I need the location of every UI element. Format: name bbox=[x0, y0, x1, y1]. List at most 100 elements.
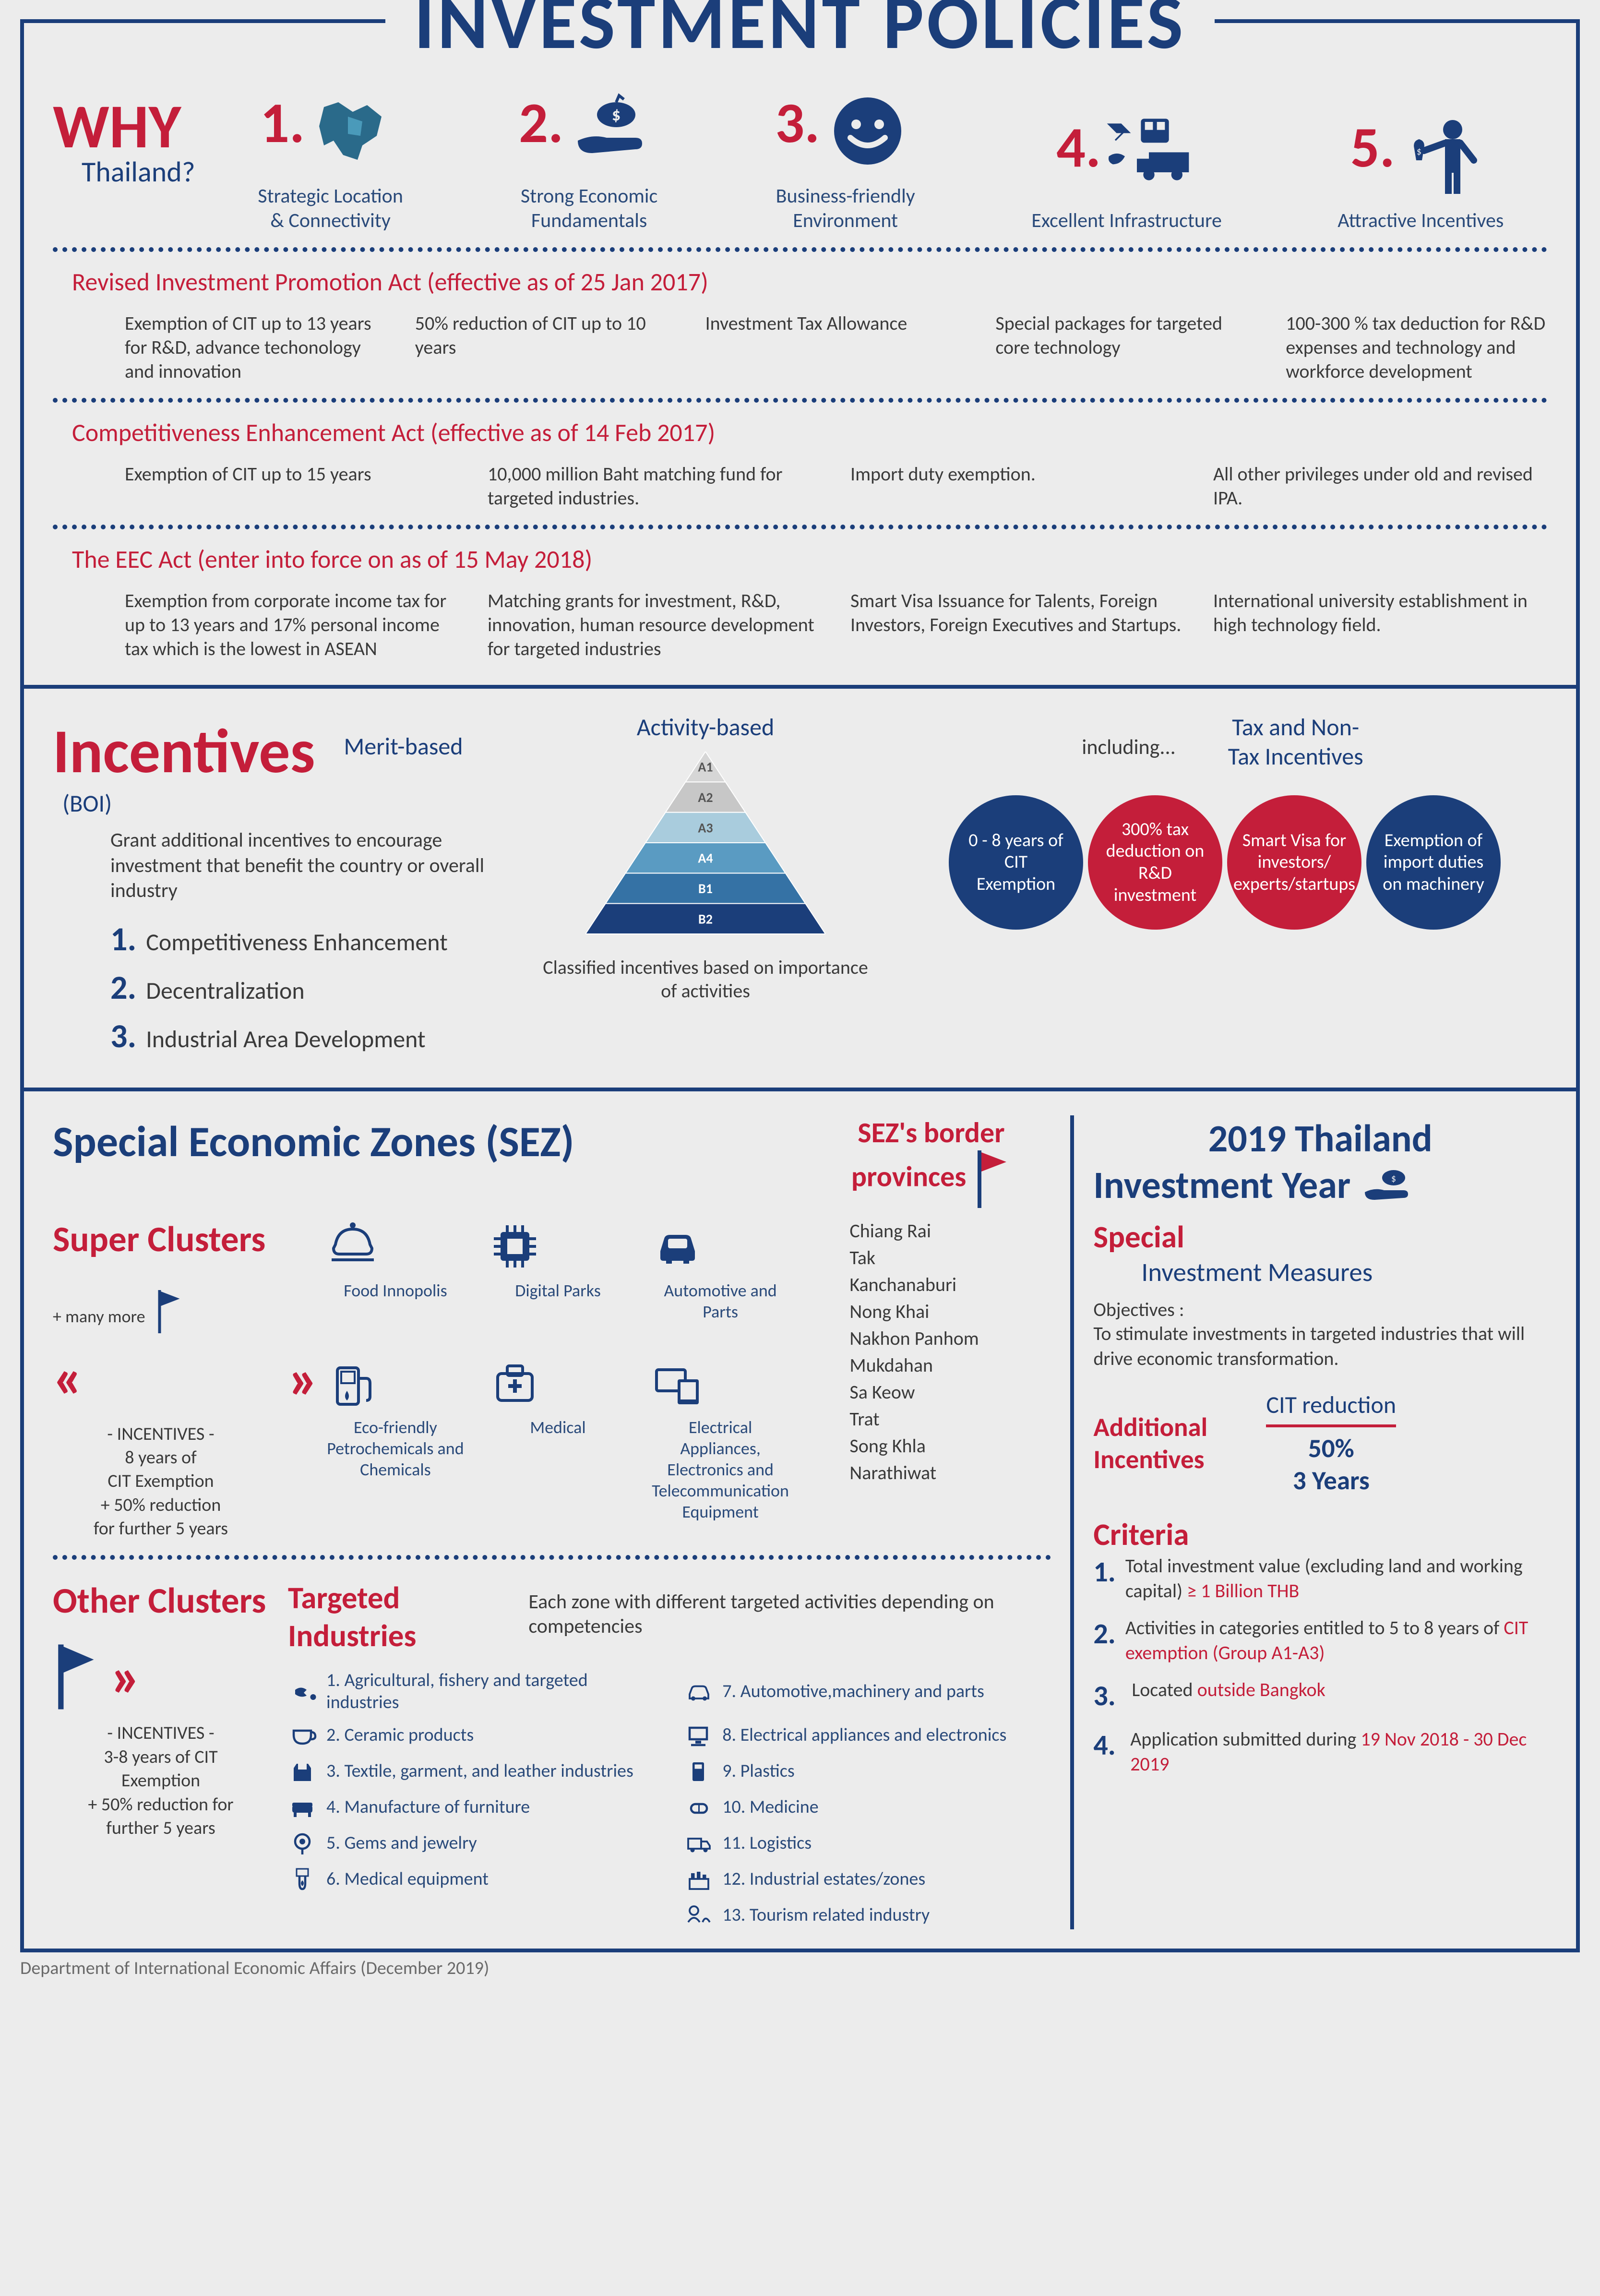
sez-provinces: SEZ's border provinces bbox=[811, 1115, 1051, 1218]
merit-item: 2.Decentralization bbox=[110, 967, 509, 1008]
tax-heading: Tax and Non-Tax Incentives bbox=[1224, 713, 1368, 771]
incentives-row: Incentives (BOI) Merit-based Grant addit… bbox=[53, 713, 1547, 1064]
fuel-icon bbox=[324, 1354, 382, 1412]
criteria-item: 4.Application submitted during 19 Nov 20… bbox=[1093, 1727, 1547, 1777]
why-num: 3. bbox=[775, 88, 820, 158]
act-item: International university establishment i… bbox=[1213, 589, 1547, 661]
why-item: 3.Business-friendly Environment bbox=[775, 88, 916, 233]
svg-text:A3: A3 bbox=[698, 819, 713, 836]
sez-icon-label: Automotive and Parts bbox=[649, 1280, 792, 1322]
merit-num: 3. bbox=[110, 1015, 136, 1056]
criteria-item: 2.Activities in categories entitled to 5… bbox=[1093, 1615, 1547, 1665]
act-items: Exemption of CIT up to 15 years10,000 mi… bbox=[53, 462, 1547, 510]
year-title1: 2019 Thailand bbox=[1093, 1115, 1547, 1162]
province: Song Khla bbox=[849, 1433, 1051, 1459]
chevron-icon: « bbox=[53, 1343, 70, 1413]
divider bbox=[24, 685, 1576, 689]
cit-reduction-box: CIT reduction 50% 3 Years bbox=[1266, 1390, 1396, 1496]
act-item: Import duty exemption. bbox=[850, 462, 1184, 510]
criteria-title: Criteria bbox=[1093, 1516, 1547, 1554]
flag-icon bbox=[973, 1150, 1011, 1208]
money-hand-icon: $ bbox=[1360, 1163, 1418, 1207]
sez-icon-item: Electrical Appliances, Electronics and T… bbox=[649, 1354, 792, 1541]
why-item: 2.$ Strong Economic Fundamentals bbox=[519, 88, 659, 233]
super-clusters: Super Clusters + many more « - INCENTIVE… bbox=[53, 1218, 269, 1541]
objectives-label: Objectives : bbox=[1093, 1298, 1547, 1321]
act-item: Exemption from corporate income tax for … bbox=[125, 589, 459, 661]
why-caption: Strong Economic Fundamentals bbox=[519, 184, 659, 233]
sez-prov-heading: SEZ's border provinces bbox=[811, 1115, 1051, 1208]
targeted-item: 13. Tourism related industry bbox=[684, 1901, 1051, 1929]
targeted-item: 1. Agricultural, fishery and targeted in… bbox=[288, 1669, 655, 1713]
industry-icon bbox=[684, 1721, 713, 1749]
why-item: 5.$Attractive Incentives bbox=[1337, 112, 1504, 233]
province: Narathiwat bbox=[849, 1459, 1051, 1486]
sez-icon-label: Digital Parks bbox=[486, 1280, 630, 1301]
sez-icon-label: Food Innopolis bbox=[324, 1280, 467, 1301]
targeted-row: Other Clusters » - INCENTIVES - 3-8 year… bbox=[53, 1579, 1051, 1929]
divider bbox=[53, 398, 1547, 403]
merit-item: 3.Industrial Area Development bbox=[110, 1015, 509, 1056]
act-item: Investment Tax Allowance bbox=[705, 311, 967, 383]
why-num: 4. bbox=[1056, 112, 1101, 182]
why-items: 1.Strategic Location & Connectivity2.$St… bbox=[215, 88, 1547, 233]
infographic-page: INVESTMENT POLICIES WHY Thailand? 1.Stra… bbox=[20, 19, 1580, 1952]
car-icon bbox=[649, 1218, 706, 1275]
why-num: 5. bbox=[1350, 112, 1395, 182]
industry-icon bbox=[288, 1757, 317, 1785]
divider bbox=[53, 525, 1547, 529]
sez-icon-item: Automotive and Parts bbox=[649, 1218, 792, 1340]
incentive-circle: Smart Visa for investors/ experts/startu… bbox=[1227, 795, 1361, 930]
other-clusters-title: Other Clusters bbox=[53, 1579, 269, 1623]
act-items: Exemption from corporate income tax for … bbox=[53, 589, 1547, 661]
sez-icon-item: Medical bbox=[486, 1354, 630, 1541]
industry-icon bbox=[288, 1793, 317, 1821]
industry-icon bbox=[684, 1865, 713, 1893]
targeted-item: 4. Manufacture of furniture bbox=[288, 1793, 655, 1821]
why-num: 2. bbox=[519, 88, 563, 158]
act-item: All other privileges under old and revis… bbox=[1213, 462, 1547, 510]
targeted-industries: Targeted Industries Each zone with diffe… bbox=[288, 1579, 1051, 1929]
many-more: + many more bbox=[53, 1306, 145, 1327]
measures-title: Investment Measures bbox=[1141, 1256, 1547, 1288]
industry-icon bbox=[288, 1829, 317, 1857]
industry-icon bbox=[684, 1829, 713, 1857]
industry-icon bbox=[684, 1757, 713, 1785]
incentive-circles: 0 - 8 years of CIT Exemption300% tax ded… bbox=[949, 795, 1501, 930]
industry-icon bbox=[684, 1677, 713, 1706]
targeted-title: Targeted Industries bbox=[288, 1579, 509, 1655]
incentive-circle: 0 - 8 years of CIT Exemption bbox=[949, 795, 1083, 930]
svg-text:$: $ bbox=[1391, 1173, 1396, 1184]
pyramid-caption: Classified incentives based on importanc… bbox=[537, 956, 873, 1003]
divider bbox=[53, 247, 1547, 252]
targeted-item: 5. Gems and jewelry bbox=[288, 1829, 655, 1857]
province: Chiang Rai bbox=[849, 1218, 1051, 1244]
money-hand-icon: $ bbox=[563, 88, 659, 174]
why-caption: Strategic Location & Connectivity bbox=[258, 184, 403, 233]
pyramid-icon: A1A2A3A4B1B2 bbox=[585, 752, 825, 944]
merit-item: 1.Competitiveness Enhancement bbox=[110, 918, 509, 959]
merit-desc: Grant additional incentives to encourage… bbox=[110, 828, 509, 904]
criteria-list: 1.Total investment value (excluding land… bbox=[1093, 1554, 1547, 1777]
person-money-icon: $ bbox=[1395, 112, 1491, 199]
divider bbox=[24, 1088, 1576, 1091]
targeted-item: 12. Industrial estates/zones bbox=[684, 1865, 1051, 1893]
chip-icon bbox=[486, 1218, 544, 1275]
svg-text:A2: A2 bbox=[698, 789, 713, 806]
industry-icon bbox=[684, 1793, 713, 1821]
super-clusters-title: Super Clusters bbox=[53, 1218, 269, 1261]
other-incentives: - INCENTIVES - 3-8 years of CIT Exemptio… bbox=[53, 1722, 269, 1840]
sez-column: Special Economic Zones (SEZ) SEZ's borde… bbox=[53, 1115, 1074, 1930]
sez-icon-item: Eco-friendly Petrochemicals and Chemical… bbox=[324, 1354, 467, 1541]
province: Sa Keow bbox=[849, 1379, 1051, 1406]
food-icon bbox=[324, 1218, 382, 1275]
super-incentives: - INCENTIVES - 8 years of CIT Exemption … bbox=[53, 1423, 269, 1541]
targeted-sub: Each zone with different targeted activi… bbox=[528, 1590, 1051, 1638]
incentive-circle: Exemption of import duties on machinery bbox=[1366, 795, 1501, 930]
targeted-list: 1. Agricultural, fishery and targeted in… bbox=[288, 1669, 1051, 1929]
chevron-icon: » bbox=[110, 1642, 127, 1712]
targeted-item bbox=[288, 1901, 655, 1929]
footer: Department of International Economic Aff… bbox=[20, 1957, 1580, 1979]
province-list: Chiang RaiTakKanchanaburiNong KhaiNakhon… bbox=[811, 1218, 1051, 1486]
medical-icon bbox=[486, 1354, 544, 1412]
